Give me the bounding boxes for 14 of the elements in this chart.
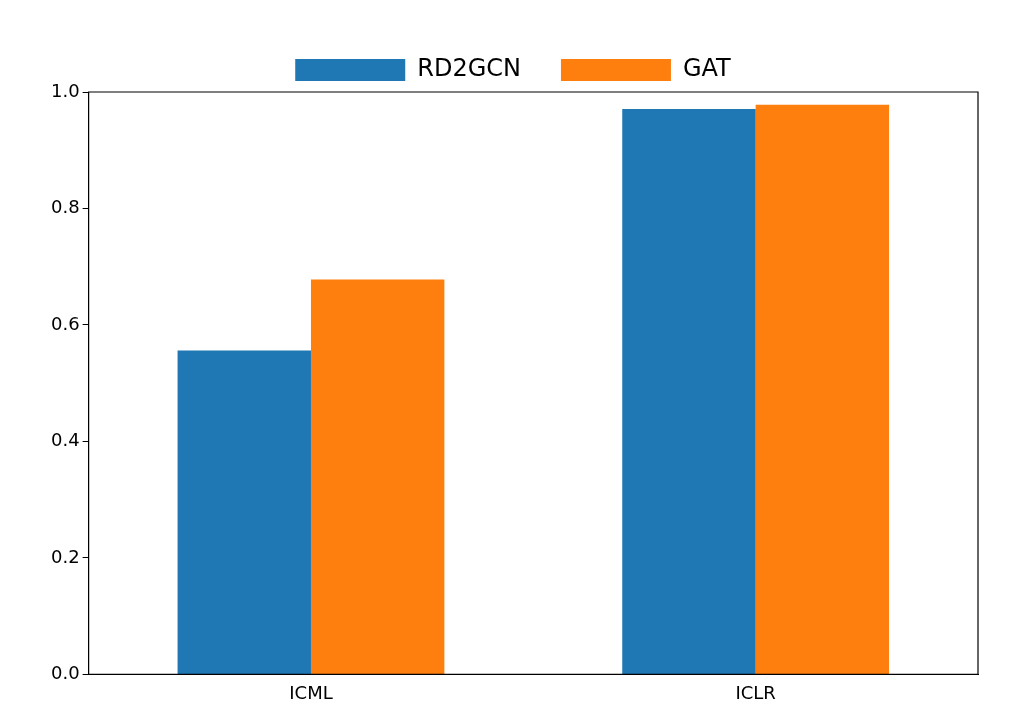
legend-label: RD2GCN [417,54,521,83]
y-tick-label: 0.6 [50,312,80,334]
x-tick-label: ICML [289,681,333,703]
bar [755,104,890,674]
y-tick-label: 0.8 [50,196,80,218]
legend-label: GAT [682,54,732,83]
y-tick-label: 0.0 [50,662,80,684]
y-tick-label: 0.2 [50,545,80,567]
y-tick-label: 0.4 [50,429,80,451]
bar [177,350,311,674]
bar [310,279,445,674]
bar [622,108,756,674]
y-tick-label: 1.0 [50,79,80,101]
x-tick-label: ICLR [735,681,776,703]
